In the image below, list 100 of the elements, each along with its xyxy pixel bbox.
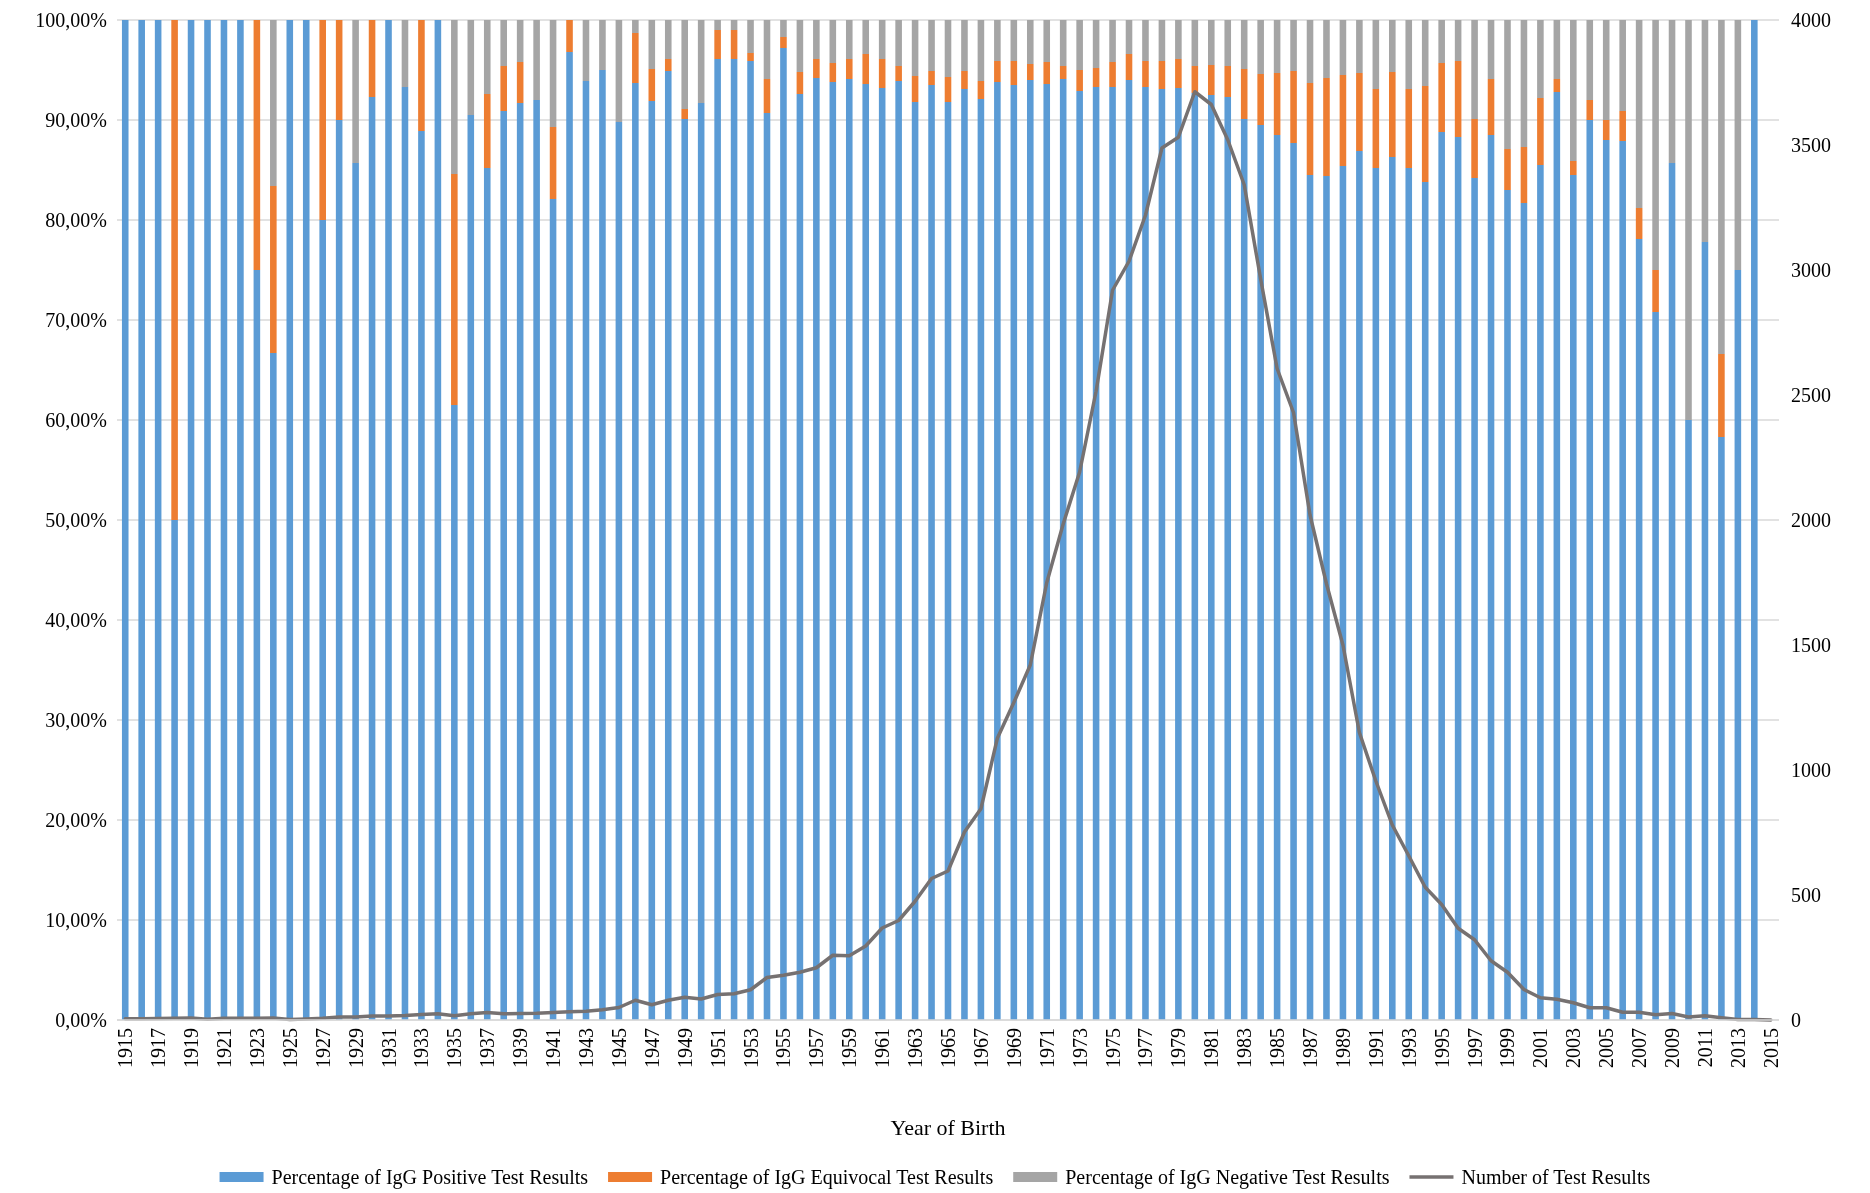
bar — [1389, 157, 1396, 1020]
bar — [1372, 89, 1380, 168]
bar — [451, 174, 458, 405]
bar — [1635, 239, 1643, 1020]
y2-tick-label: 2000 — [1791, 508, 1831, 531]
x-tick-label: 1939 — [509, 1028, 532, 1068]
bar — [1372, 168, 1380, 1020]
bar — [1619, 20, 1626, 111]
bar — [533, 20, 540, 100]
bar — [1306, 20, 1314, 83]
bar — [994, 82, 1001, 1020]
bar — [648, 101, 656, 1020]
bar — [1421, 182, 1429, 1020]
x-tick-label: 1973 — [1068, 1028, 1091, 1068]
bar — [632, 83, 639, 1020]
bar — [1619, 141, 1626, 1020]
y2-tick-label: 4000 — [1791, 8, 1831, 31]
bar — [1224, 66, 1232, 97]
bar — [253, 270, 261, 1020]
bar — [780, 48, 787, 1020]
bar — [714, 30, 721, 59]
x-tick-label: 1927 — [311, 1028, 334, 1068]
y2-tick-label: 500 — [1791, 883, 1821, 906]
x-tick-label: 1943 — [574, 1028, 597, 1068]
bar — [878, 59, 886, 88]
bar — [286, 20, 294, 1020]
bar — [418, 131, 425, 1020]
bar — [1076, 91, 1083, 1020]
bar — [204, 20, 211, 1020]
bar — [1273, 20, 1281, 73]
bar — [1487, 79, 1495, 135]
line-series — [123, 90, 1773, 1022]
bar — [681, 119, 688, 1020]
bar — [1158, 61, 1166, 89]
y2-tick-label: 3500 — [1791, 133, 1831, 156]
y-tick-label: 100,00% — [35, 8, 107, 31]
bar — [171, 520, 178, 1020]
y-tick-label: 90,00% — [45, 108, 107, 131]
bar — [1487, 135, 1495, 1020]
bar — [500, 111, 507, 1020]
y2-tick-label: 1000 — [1791, 758, 1831, 781]
x-tick-label: 1931 — [377, 1028, 400, 1068]
x-tick-label: 1983 — [1233, 1028, 1256, 1068]
bar — [270, 353, 277, 1020]
x-tick-label: 1991 — [1364, 1028, 1387, 1068]
bar — [878, 20, 886, 59]
bar — [1306, 83, 1314, 175]
bar — [582, 81, 590, 1020]
bar — [1158, 89, 1166, 1020]
x-tick-label: 1935 — [443, 1028, 466, 1068]
bar — [1142, 87, 1149, 1020]
bar — [319, 220, 326, 1020]
bar — [714, 59, 721, 1020]
x-tick-label: 2009 — [1661, 1028, 1684, 1068]
x-tick-label: 2015 — [1759, 1028, 1782, 1068]
x-tick-label: 1919 — [180, 1028, 203, 1068]
bar — [1142, 20, 1149, 61]
bar — [977, 99, 985, 1020]
bar — [401, 20, 409, 87]
bar — [171, 20, 178, 520]
bar — [1076, 70, 1083, 91]
x-tick-label: 1925 — [278, 1028, 301, 1068]
bar — [401, 87, 409, 1020]
bar — [1619, 111, 1626, 141]
bar — [121, 20, 129, 1020]
bar — [1224, 97, 1232, 1020]
bar — [1471, 178, 1478, 1020]
bar — [747, 53, 754, 61]
bar — [1520, 20, 1528, 147]
bar — [549, 199, 557, 1020]
bar — [1290, 71, 1297, 143]
y-tick-label: 40,00% — [45, 608, 107, 631]
bar — [1092, 68, 1100, 87]
x-tick-label: 1951 — [706, 1028, 729, 1068]
bar — [237, 20, 244, 1020]
x-tick-label: 1989 — [1331, 1028, 1354, 1068]
bar — [1372, 20, 1380, 89]
bar — [895, 81, 902, 1020]
x-tick-label: 1965 — [937, 1028, 959, 1068]
bar — [1076, 20, 1083, 70]
bar — [730, 20, 738, 30]
bar — [418, 20, 425, 131]
bar — [1273, 135, 1281, 1020]
bar — [1026, 64, 1034, 80]
bar — [1191, 93, 1199, 1020]
bar — [1586, 100, 1594, 120]
bar — [1701, 20, 1709, 242]
bar — [632, 20, 639, 33]
bar — [1652, 312, 1659, 1020]
bar — [451, 20, 458, 174]
y2-tick-label: 0 — [1791, 1008, 1801, 1031]
bar — [1175, 20, 1182, 59]
x-axis-title: Year of Birth — [890, 1115, 1006, 1140]
bar — [516, 103, 524, 1020]
x-tick-label: 1987 — [1299, 1028, 1322, 1068]
x-tick-label: 1947 — [640, 1028, 663, 1068]
bar — [1421, 20, 1429, 86]
bar — [549, 20, 557, 127]
x-tick-label: 1963 — [904, 1028, 927, 1068]
x-tick-label: 1979 — [1167, 1028, 1190, 1068]
